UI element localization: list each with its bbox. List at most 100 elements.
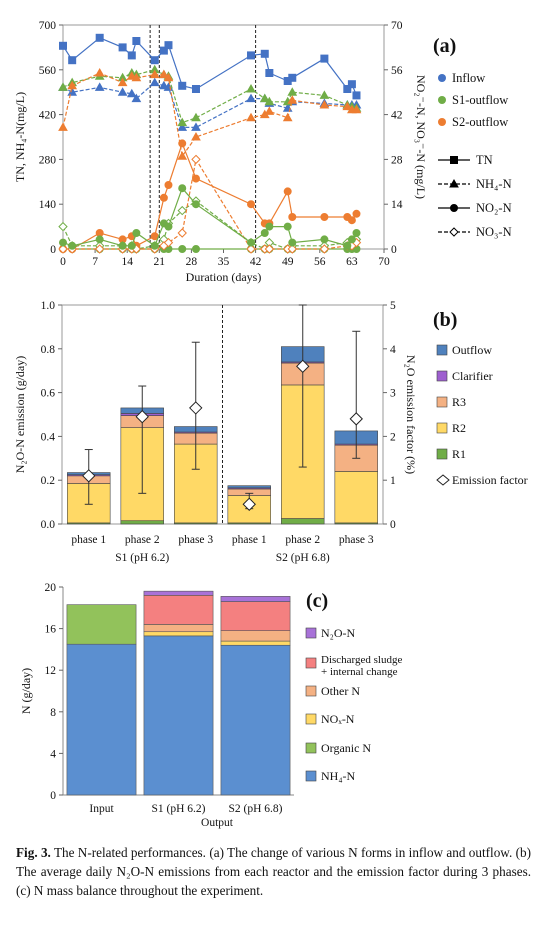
point-s2-outflow-no-n: [178, 139, 187, 148]
point-s1-outflow-no-n: [177, 205, 187, 216]
x-axis-label-a: Duration (days): [186, 270, 262, 284]
legend-swatch-a: [438, 118, 446, 126]
emission-factor-point: [296, 359, 310, 374]
point-s1-outflow-no-n: [68, 241, 77, 250]
point-s1-outflow-nh-n: [259, 93, 270, 103]
bar-segment-no-n: [220, 640, 291, 646]
point-s1-outflow-nh-n: [177, 117, 188, 127]
legend-label-a: S2-outflow: [452, 115, 508, 129]
legend-label-c-line1: Discharged sludge: [321, 654, 402, 666]
y-tick-label-a: 700: [39, 20, 57, 32]
point-inflow-tn: [288, 73, 297, 82]
bar-segment-discharged-sludge-internal-change: [143, 595, 214, 625]
caption-text: The N-related performances. (a) The chan…: [16, 845, 531, 898]
x-tick-label-a: 21: [154, 256, 166, 268]
panel-c-mass-balance-chart: 0 4 8 12 16 20 N (g/day) Input S1 (pH 6.2) S2 (pH…: [19, 582, 402, 829]
point-s2-outflow-nh-n: [94, 67, 105, 77]
y-tick-label-a: 0: [50, 244, 56, 256]
point-inflow-tn: [59, 41, 67, 50]
legend-swatch-b: [436, 370, 448, 382]
point-s1-outflow-no-n: [347, 235, 356, 244]
point-inflow-tn: [260, 49, 269, 58]
group-label-b: S1 (pH 6.2): [115, 552, 169, 564]
bar-segment-r1: [120, 520, 164, 525]
legend-swatch-c: [305, 657, 317, 669]
point-s2-outflow-nh-n: [159, 69, 169, 79]
y-tick-label-c: 0: [50, 790, 56, 802]
point-inflow-nh-n: [191, 122, 201, 131]
y2-tick-label-a: 28: [391, 154, 403, 166]
legend-label-c: Other N: [321, 684, 360, 698]
point-s2-outflow-nh-n: [163, 72, 174, 82]
y-axis-label-a: TN, NH₄-N(mg/L): [13, 92, 27, 182]
point-s2-outflow-nh-n: [319, 99, 330, 109]
point-s1-outflow-no-n: [247, 238, 256, 247]
x-tick-label-a: 49: [282, 256, 294, 268]
point-s2-outflow-no-n: [94, 244, 105, 254]
point-inflow-tn: [178, 81, 187, 90]
x-tick-label-a: 28: [186, 256, 198, 268]
point-inflow-tn: [352, 91, 361, 100]
legend-swatch-c: [305, 685, 317, 697]
point-s2-outflow-no-n: [164, 181, 173, 189]
legend-swatch-b: [436, 396, 448, 408]
legend-label-c: N₂O-N: [321, 626, 356, 640]
group-label-b: S2 (pH 6.8): [276, 552, 330, 564]
bar-segment-n-o-n: [143, 590, 214, 596]
y-tick-label-b: 0.2: [41, 475, 56, 487]
point-s2-outflow-no-n: [319, 244, 330, 254]
legend-label-c: Organic N: [321, 741, 371, 755]
point-s1-outflow-nh-n: [264, 96, 275, 106]
point-s1-outflow-no-n: [150, 241, 159, 250]
point-s1-outflow-no-n: [283, 222, 292, 231]
x-tick-label-a: 42: [250, 256, 262, 268]
point-s2-outflow-nh-n: [177, 151, 188, 160]
y-tick-label-a: 140: [39, 199, 57, 211]
point-s1-outflow-no-n: [178, 184, 187, 193]
point-s2-outflow-nh-n: [351, 104, 362, 114]
point-s1-outflow-no-n: [191, 200, 200, 209]
point-s2-outflow-no-n: [191, 154, 201, 165]
point-s2-outflow-no-n: [320, 213, 329, 221]
point-inflow-tn: [164, 41, 173, 50]
point-s2-outflow-no-n: [177, 228, 187, 238]
point-inflow-tn: [191, 85, 200, 93]
point-s2-outflow-nh-n: [131, 72, 142, 82]
legend-label-b: Clarifier: [452, 369, 493, 383]
figure-caption: Fig. 3. The N-related performances. (a) …: [16, 843, 531, 900]
point-s2-outflow-no-n: [288, 213, 297, 221]
point-s2-outflow-nh-n: [287, 95, 298, 104]
category-label-b: phase 2: [285, 534, 320, 546]
point-s1-outflow-no-n: [127, 241, 136, 250]
point-s1-outflow-no-n: [343, 241, 352, 250]
legend-label-c: NH₄-N: [321, 769, 356, 783]
point-s2-outflow-nh-n: [282, 112, 293, 122]
point-inflow-tn: [320, 54, 329, 63]
point-inflow-tn: [265, 69, 274, 77]
emission-factor-point: [349, 412, 363, 426]
series-line-s2-outflow-no-n: [63, 141, 357, 250]
emission-factor-point: [82, 469, 96, 483]
legend-label-b: R1: [452, 447, 466, 461]
bar-segment-discharged-sludge-internal-change: [220, 601, 291, 631]
legend-label-a: Inflow: [452, 71, 485, 85]
y2-tick-label-b: 2: [390, 431, 396, 443]
y2-tick-label-a: 56: [391, 65, 403, 77]
y-tick-label-a: 420: [39, 110, 57, 122]
legend-style-label-a: TN: [476, 153, 493, 167]
point-inflow-nh-n: [149, 77, 160, 87]
bar-segment-r1: [281, 518, 325, 525]
legend-swatch-b: [436, 448, 448, 460]
point-s1-outflow-no-n: [288, 238, 297, 247]
legend-label-b: R3: [452, 395, 466, 409]
legend-style-label-a: NO₂-N: [476, 201, 512, 215]
point-s2-outflow-no-n: [191, 174, 200, 183]
x-tick-label-a: 14: [121, 256, 133, 268]
point-inflow-tn: [127, 51, 136, 60]
category-label-c: S2 (pH 6.8): [229, 803, 283, 815]
panel-label-a: (a): [433, 35, 456, 57]
emission-factor-point: [242, 497, 256, 511]
category-label-c: S1 (pH 6.2): [152, 803, 206, 815]
point-s2-outflow-no-n: [159, 193, 168, 202]
legend-marker-a: [450, 204, 458, 212]
